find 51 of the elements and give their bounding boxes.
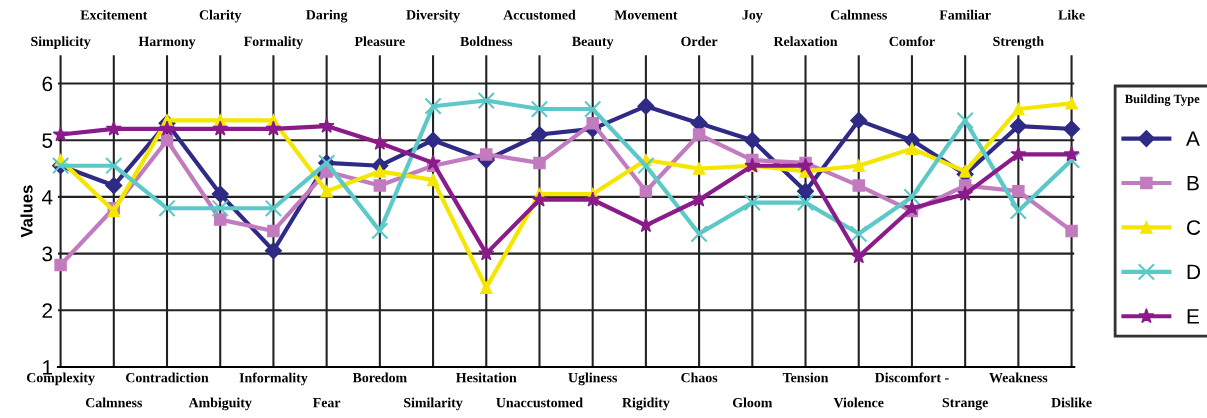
text: Familiar (939, 9, 991, 20)
x-tick-label: Tension (782, 372, 829, 383)
x-tick-label: Gloom (732, 397, 773, 408)
text: Movement (614, 10, 678, 20)
text: Simplicity (31, 36, 91, 49)
x-tick-label: Boredom (352, 372, 407, 383)
text: Excitement (80, 9, 148, 20)
text: Like (1058, 9, 1085, 20)
x-tick-label: Strange (942, 397, 988, 411)
text: Order (681, 36, 718, 47)
y-tick-label: 2 (42, 303, 53, 318)
text: Comfor (889, 36, 935, 47)
legend-label: D (1187, 264, 1201, 280)
x-tick-label: Calmness (85, 397, 143, 408)
legend-label: B (1187, 175, 1199, 191)
y-tick-label: 5 (42, 133, 53, 148)
x-tick-label: Rigidity (622, 397, 670, 411)
x-tick-label: Dislike (1051, 397, 1092, 408)
text: Beauty (572, 36, 614, 49)
x-tick-label: Weakness (989, 372, 1048, 383)
text: Accustomed (503, 9, 576, 20)
x-tick-label: Chaos (681, 372, 718, 383)
legend-label: E (1187, 309, 1199, 324)
x-tick-label: Ugliness (568, 372, 618, 386)
text: Pleasure (354, 36, 405, 47)
x-tick-label: Hesitation (456, 372, 517, 383)
text: Calmness (830, 9, 887, 20)
text: Daring (306, 9, 348, 23)
x-tick-label: Informality (239, 372, 308, 386)
x-tick-label: Ambiguity (188, 397, 252, 411)
x-tick-label: Contradiction (126, 372, 209, 383)
x-tick-label: Violence (833, 397, 884, 408)
x-tick-label: Discomfort - (874, 372, 949, 383)
text: Relaxation (773, 36, 838, 47)
legend-label: C (1187, 220, 1201, 235)
x-tick-label: Fear (313, 398, 341, 408)
text: Diversity (406, 9, 460, 23)
text: Boldness (460, 36, 513, 47)
text: Harmony (138, 36, 196, 49)
y-axis-title: Values (20, 185, 33, 238)
legend-label: A (1186, 131, 1200, 146)
text: Formality (243, 36, 303, 49)
y-tick-label: 3 (42, 246, 53, 262)
y-tick-label: 4 (41, 190, 53, 205)
text: Clarity (199, 9, 242, 23)
text: Strength (993, 36, 1044, 49)
y-tick-label: 6 (42, 76, 53, 92)
x-tick-label: Unaccustomed (496, 397, 583, 408)
x-tick-label: Similarity (404, 397, 463, 411)
legend-title: Building Type (1124, 94, 1200, 106)
text: Joy (742, 10, 763, 23)
